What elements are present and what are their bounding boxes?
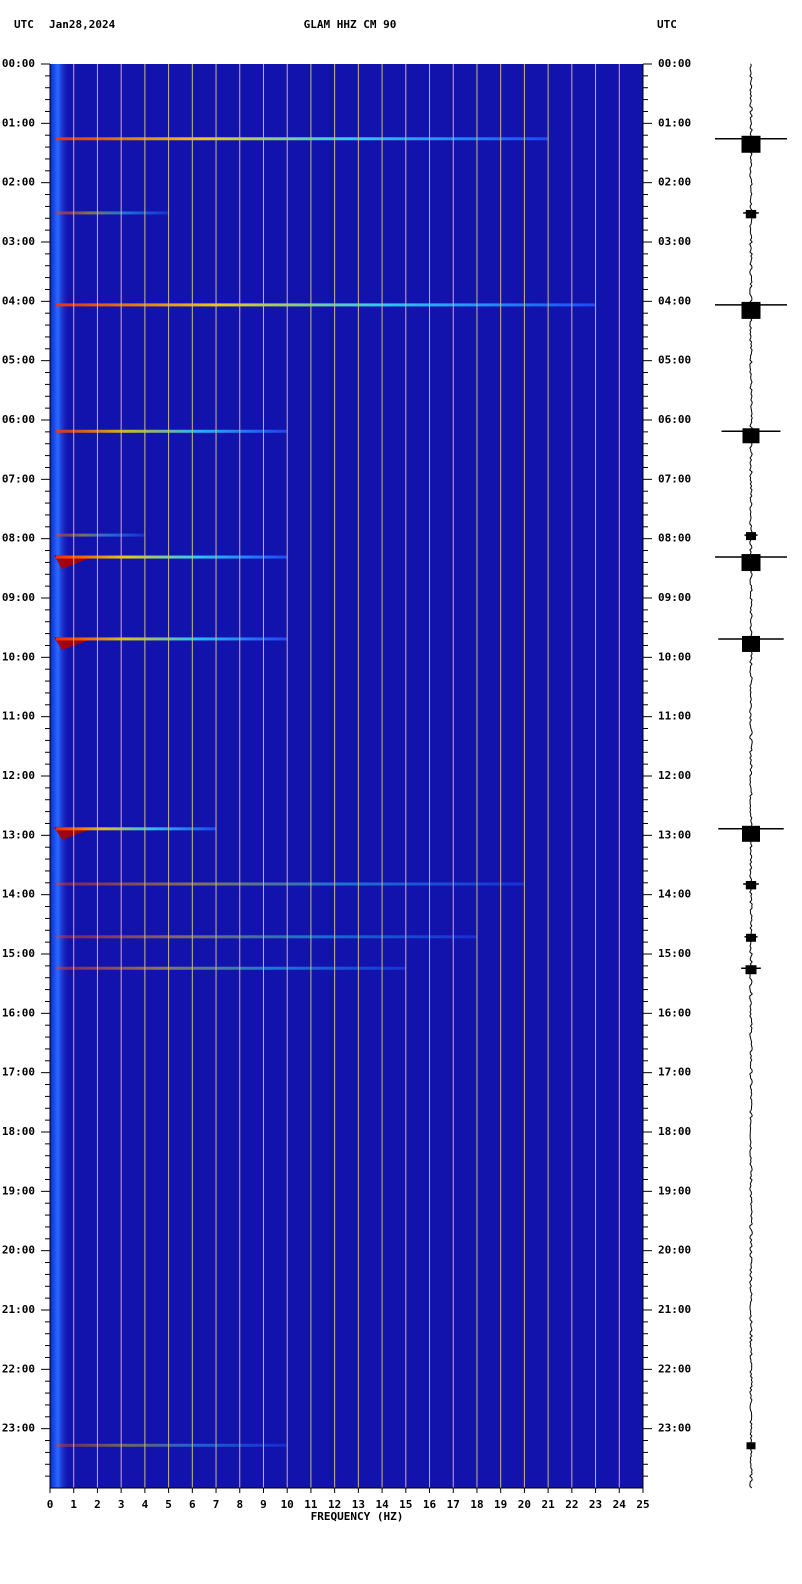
x-tick-label: 12: [328, 1498, 341, 1511]
y-tick-label-right: 03:00: [658, 235, 691, 248]
y-tick-label: 00:00: [2, 57, 35, 70]
x-tick-label: 25: [636, 1498, 649, 1511]
x-tick-label: 15: [399, 1498, 412, 1511]
x-tick-label: 0: [47, 1498, 54, 1511]
y-tick-label-right: 04:00: [658, 294, 691, 307]
y-tick-label-right: 17:00: [658, 1066, 691, 1079]
x-tick-label: 4: [142, 1498, 149, 1511]
y-tick-label: 23:00: [2, 1422, 35, 1435]
y-tick-label: 10:00: [2, 650, 35, 663]
y-tick-label-right: 19:00: [658, 1184, 691, 1197]
y-tick-label: 16:00: [2, 1006, 35, 1019]
x-tick-label: 18: [470, 1498, 483, 1511]
y-tick-label: 11:00: [2, 710, 35, 723]
y-tick-label: 05:00: [2, 354, 35, 367]
x-tick-label: 17: [447, 1498, 460, 1511]
y-tick-label: 13:00: [2, 828, 35, 841]
x-tick-label: 6: [189, 1498, 196, 1511]
y-tick-label: 14:00: [2, 888, 35, 901]
x-tick-label: 23: [589, 1498, 602, 1511]
y-tick-label: 04:00: [2, 294, 35, 307]
x-tick-label: 11: [304, 1498, 318, 1511]
y-tick-label: 19:00: [2, 1184, 35, 1197]
event-streak: [56, 827, 217, 831]
x-tick-label: 3: [118, 1498, 125, 1511]
event-streak: [56, 637, 288, 641]
y-tick-label-right: 21:00: [658, 1303, 691, 1316]
y-tick-label: 03:00: [2, 235, 35, 248]
x-tick-label: 19: [494, 1498, 507, 1511]
date: Jan28,2024: [49, 18, 116, 31]
y-tick-label: 02:00: [2, 176, 35, 189]
y-tick-label-right: 02:00: [658, 176, 691, 189]
x-tick-label: 9: [260, 1498, 267, 1511]
event-streak: [56, 211, 169, 215]
x-tick-label: 16: [423, 1498, 437, 1511]
y-tick-label-right: 23:00: [658, 1422, 691, 1435]
x-tick-label: 21: [541, 1498, 555, 1511]
x-tick-label: 10: [281, 1498, 294, 1511]
y-tick-label-right: 09:00: [658, 591, 691, 604]
y-tick-label-right: 10:00: [658, 650, 691, 663]
x-tick-label: 7: [213, 1498, 220, 1511]
event-core: [54, 555, 95, 570]
y-tick-label: 06:00: [2, 413, 35, 426]
y-tick-label-right: 00:00: [658, 57, 691, 70]
y-tick-label-right: 18:00: [658, 1125, 691, 1138]
y-tick-label-right: 20:00: [658, 1244, 691, 1257]
x-axis-title: FREQUENCY (HZ): [311, 1510, 404, 1523]
y-tick-label: 07:00: [2, 472, 35, 485]
y-tick-label: 08:00: [2, 532, 35, 545]
event-streak: [56, 966, 406, 970]
left-utc: UTC: [14, 18, 34, 31]
low-frequency-band: [50, 64, 70, 1488]
x-tick-label: 22: [565, 1498, 578, 1511]
trace-burst: [742, 635, 760, 652]
y-tick-label-right: 22:00: [658, 1362, 691, 1375]
x-tick-label: 13: [352, 1498, 365, 1511]
y-tick-label: 22:00: [2, 1362, 35, 1375]
y-tick-label-right: 12:00: [658, 769, 691, 782]
trace-burst: [742, 825, 760, 842]
y-tick-label-right: 15:00: [658, 947, 691, 960]
x-tick-label: 5: [165, 1498, 172, 1511]
y-tick-label-right: 11:00: [658, 710, 691, 723]
y-tick-label-right: 05:00: [658, 354, 691, 367]
x-tick-label: 8: [236, 1498, 243, 1511]
y-tick-label-right: 16:00: [658, 1006, 691, 1019]
y-tick-label: 01:00: [2, 116, 35, 129]
event-streak: [56, 303, 596, 307]
y-tick-label: 09:00: [2, 591, 35, 604]
y-tick-label-right: 07:00: [658, 472, 691, 485]
seismogram-trace: [749, 63, 753, 1489]
chart-title: GLAM HHZ CM 90: [304, 18, 397, 31]
x-tick-label: 2: [94, 1498, 101, 1511]
spectrogram-background: [50, 64, 643, 1488]
y-tick-label-right: 08:00: [658, 532, 691, 545]
y-tick-label: 18:00: [2, 1125, 35, 1138]
x-tick-label: 20: [518, 1498, 531, 1511]
x-tick-label: 14: [375, 1498, 389, 1511]
y-tick-label-right: 01:00: [658, 116, 691, 129]
y-tick-label: 15:00: [2, 947, 35, 960]
y-tick-label-right: 06:00: [658, 413, 691, 426]
event-streak: [56, 137, 549, 141]
y-tick-label: 20:00: [2, 1244, 35, 1257]
event-streak: [56, 533, 145, 537]
event-streak: [56, 555, 288, 559]
right-utc: UTC: [657, 18, 677, 31]
y-tick-label: 12:00: [2, 769, 35, 782]
y-tick-label: 17:00: [2, 1066, 35, 1079]
event-streak: [56, 429, 288, 433]
y-tick-label: 21:00: [2, 1303, 35, 1316]
event-streak: [56, 1443, 288, 1447]
x-tick-label: 1: [70, 1498, 77, 1511]
y-tick-label-right: 14:00: [658, 888, 691, 901]
y-tick-label-right: 13:00: [658, 828, 691, 841]
trace-burst: [745, 209, 757, 219]
event-streak: [56, 882, 525, 886]
x-tick-label: 24: [613, 1498, 627, 1511]
event-streak: [56, 935, 477, 939]
